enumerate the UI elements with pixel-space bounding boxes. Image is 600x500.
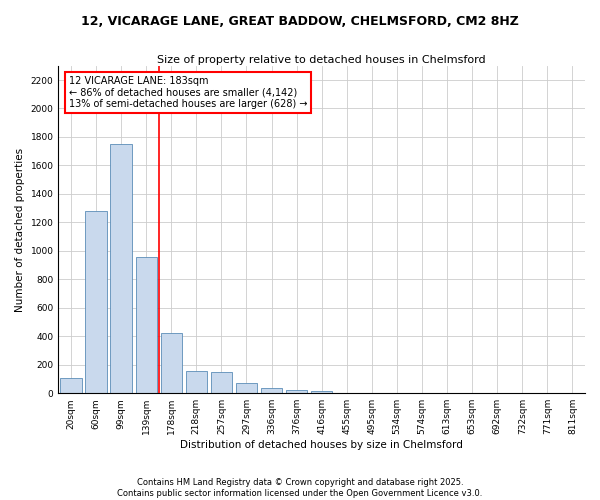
Bar [185, 371, 207, 393]
Y-axis label: Number of detached properties: Number of detached properties [15, 148, 25, 312]
Text: 12 VICARAGE LANE: 183sqm
← 86% of detached houses are smaller (4,142)
13% of sem: 12 VICARAGE LANE: 183sqm ← 86% of detach… [69, 76, 307, 109]
Bar [261, 388, 282, 393]
Bar [85, 211, 107, 393]
Bar [286, 390, 307, 393]
Bar [236, 382, 257, 393]
Text: Contains HM Land Registry data © Crown copyright and database right 2025.
Contai: Contains HM Land Registry data © Crown c… [118, 478, 482, 498]
Text: 12, VICARAGE LANE, GREAT BADDOW, CHELMSFORD, CM2 8HZ: 12, VICARAGE LANE, GREAT BADDOW, CHELMSF… [81, 15, 519, 28]
Bar [211, 372, 232, 393]
Title: Size of property relative to detached houses in Chelmsford: Size of property relative to detached ho… [157, 55, 486, 65]
Bar [161, 334, 182, 393]
X-axis label: Distribution of detached houses by size in Chelmsford: Distribution of detached houses by size … [180, 440, 463, 450]
Bar [311, 391, 332, 393]
Bar [136, 256, 157, 393]
Bar [60, 378, 82, 393]
Bar [110, 144, 132, 393]
